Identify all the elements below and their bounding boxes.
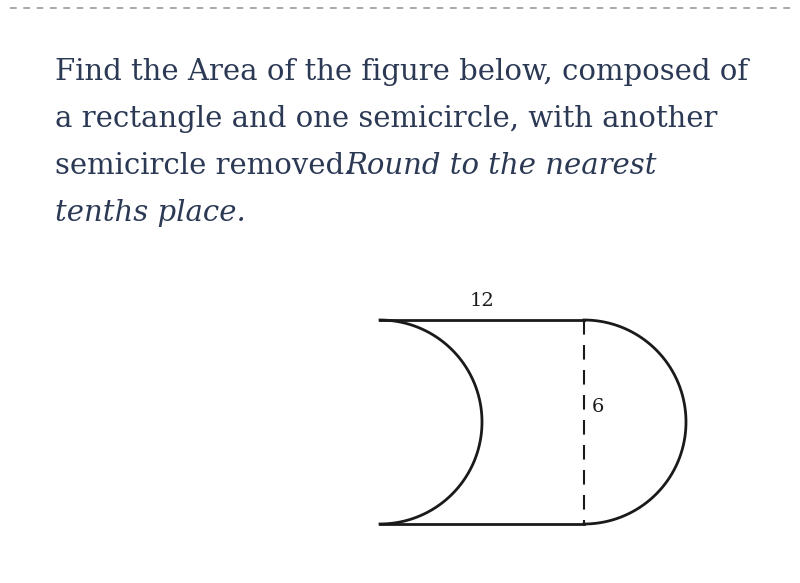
Text: semicircle removed.: semicircle removed. <box>55 152 362 180</box>
Text: a rectangle and one semicircle, with another: a rectangle and one semicircle, with ano… <box>55 105 718 133</box>
Text: 12: 12 <box>470 292 494 310</box>
Text: 6: 6 <box>592 398 604 416</box>
Text: Find the Area of the figure below, composed of: Find the Area of the figure below, compo… <box>55 58 748 86</box>
Text: Round to the nearest: Round to the nearest <box>345 152 657 180</box>
Text: tenths place.: tenths place. <box>55 199 246 227</box>
